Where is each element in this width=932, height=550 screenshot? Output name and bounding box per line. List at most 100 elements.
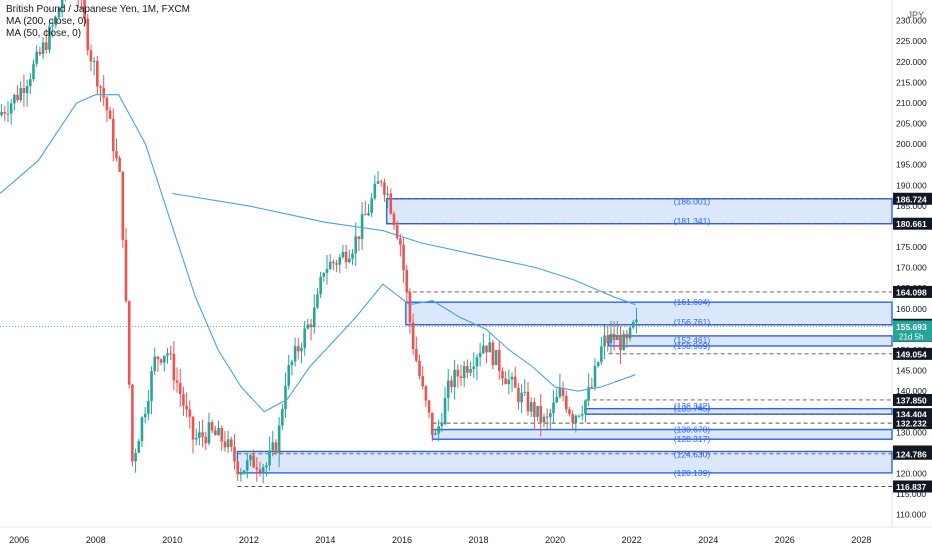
- candle-body: [424, 386, 428, 401]
- candle-body: [363, 214, 367, 216]
- candle-body: [201, 432, 204, 437]
- candle-body: [568, 409, 571, 415]
- candle-body: [239, 473, 243, 475]
- candle-body: [606, 335, 610, 344]
- candle-body: [322, 272, 326, 277]
- candle-body: [631, 321, 635, 328]
- candle-body: [217, 427, 220, 436]
- candle-body: [265, 465, 268, 468]
- level-badge-label: 137.850: [896, 395, 927, 405]
- zone-price-label: (161.604): [674, 297, 711, 307]
- candle-body: [402, 244, 405, 271]
- candle-body: [354, 236, 358, 254]
- candle-body: [258, 469, 262, 473]
- y-tick-label: 140.000: [896, 386, 927, 396]
- candle-body: [351, 253, 354, 259]
- candle-body: [622, 334, 625, 351]
- candle-body: [83, 0, 86, 19]
- candle-body: [153, 356, 157, 372]
- candle-body: [41, 42, 45, 54]
- candle-body: [277, 425, 281, 454]
- level-badge-label: 164.098: [896, 287, 927, 297]
- candle-body: [150, 371, 153, 402]
- axis-currency-label: JPY: [907, 10, 924, 20]
- candle-body: [188, 409, 192, 417]
- candle-body: [399, 238, 402, 245]
- candle-body: [303, 328, 306, 349]
- candle-body: [328, 261, 332, 270]
- candle-body: [383, 182, 386, 195]
- candle-body: [539, 405, 543, 423]
- level-badge-label: 124.786: [896, 449, 927, 459]
- zone-price-label: (152.461): [674, 335, 711, 345]
- candle-body: [57, 7, 61, 18]
- candle-body: [466, 365, 469, 373]
- candle-body: [207, 422, 211, 444]
- candle-body: [178, 382, 182, 395]
- candle-body: [405, 270, 409, 292]
- candle-body: [357, 236, 361, 239]
- candle-body: [478, 353, 482, 358]
- y-tick-label: 120.000: [896, 468, 927, 478]
- candle-body: [166, 353, 169, 356]
- y-tick-label: 185.000: [896, 201, 927, 211]
- candle-body: [507, 379, 511, 385]
- level-badge: [893, 347, 932, 360]
- candle-body: [236, 461, 239, 475]
- candle-body: [204, 436, 208, 444]
- candle-body: [494, 349, 498, 366]
- candle-body: [427, 400, 431, 413]
- candle-body: [475, 357, 479, 367]
- x-tick-label: 2026: [775, 535, 795, 545]
- level-badge-label: 116.837: [896, 482, 927, 492]
- candle-body: [625, 334, 629, 339]
- candle-body: [497, 349, 501, 372]
- candle-body: [194, 438, 198, 440]
- candle-body: [252, 455, 255, 468]
- indicator-ma50[interactable]: MA (50, close, 0): [6, 28, 82, 39]
- candle-body: [593, 365, 597, 387]
- candle-body: [450, 380, 453, 388]
- candle-body: [198, 432, 201, 439]
- candle-body: [86, 18, 90, 51]
- candle-body: [255, 467, 259, 470]
- candle-body: [143, 413, 147, 418]
- candle-body: [140, 417, 144, 442]
- candle-body: [517, 387, 520, 403]
- candle-body: [577, 415, 581, 417]
- y-tick-label: 210.000: [896, 98, 927, 108]
- ma200-line: [172, 192, 636, 306]
- candle-body: [44, 42, 48, 50]
- candle-body: [159, 359, 163, 363]
- candle-body: [121, 171, 125, 240]
- candle-body: [54, 17, 58, 26]
- zone-price-label: (128.317): [674, 434, 711, 444]
- candle-body: [274, 442, 278, 454]
- candle-body: [603, 335, 606, 347]
- candle-body: [376, 181, 380, 184]
- candle-body: [3, 112, 7, 114]
- candle-body: [456, 369, 460, 377]
- zone-price-label: (135.745): [674, 404, 711, 414]
- demand-supply-zone: [608, 335, 893, 347]
- candle-body: [172, 353, 176, 381]
- y-tick-label: 145.000: [896, 366, 927, 376]
- candle-body: [338, 257, 342, 265]
- y-tick-label: 200.000: [896, 139, 927, 149]
- candle-body: [542, 416, 546, 423]
- y-tick-label: 190.000: [896, 180, 927, 190]
- candle-body: [281, 409, 284, 426]
- candle-body: [469, 369, 472, 373]
- indicator-ma200[interactable]: MA (200, close, 0): [6, 16, 87, 27]
- candle-body: [92, 60, 96, 62]
- symbol-title[interactable]: British Pound / Japanese Yen, 1M, FXCM: [6, 4, 190, 15]
- candle-body: [373, 183, 377, 199]
- candle-body: [229, 439, 233, 447]
- candle-body: [612, 333, 616, 340]
- level-badge: [893, 285, 932, 298]
- candle-body: [319, 276, 322, 295]
- candle-body: [271, 442, 275, 451]
- level-badge: [893, 192, 932, 205]
